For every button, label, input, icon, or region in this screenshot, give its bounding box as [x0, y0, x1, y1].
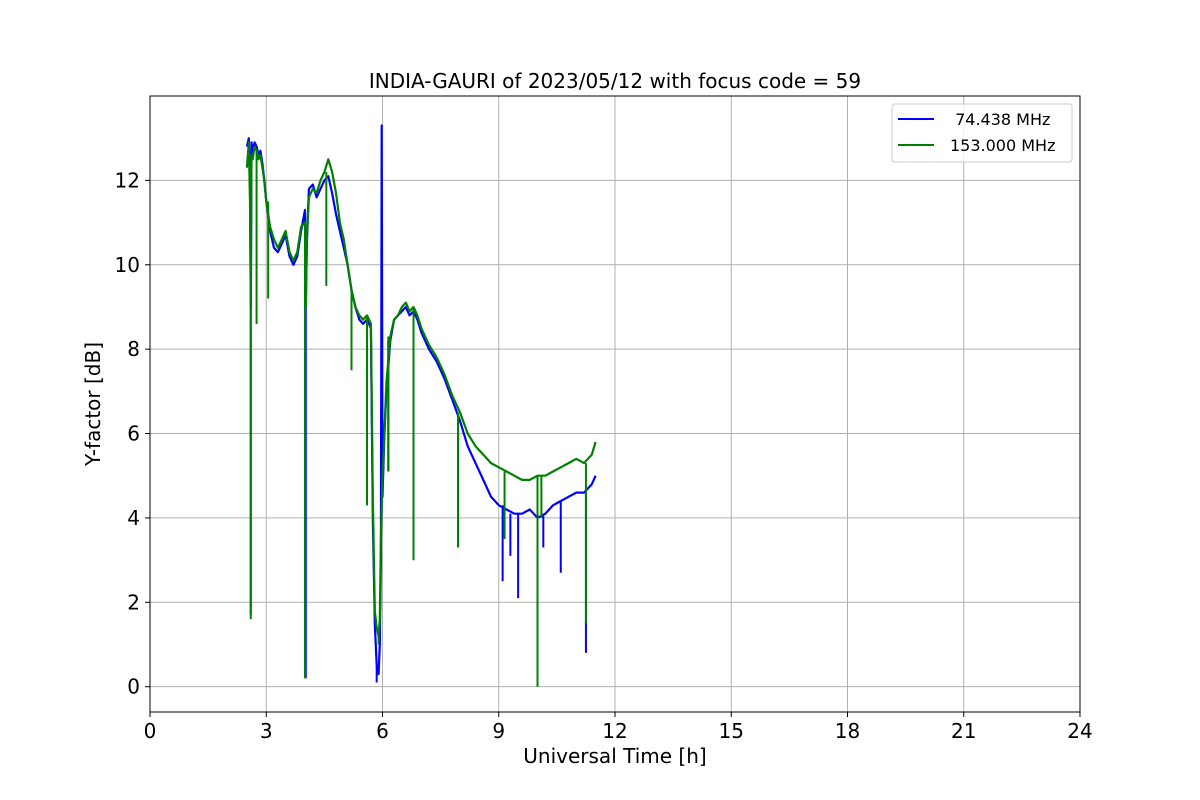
x-tick-label: 6: [376, 719, 389, 743]
y-axis-label: Y-factor [dB]: [81, 342, 105, 467]
y-tick-label: 4: [127, 506, 140, 530]
y-tick-label: 8: [127, 337, 140, 361]
x-tick-label: 21: [951, 719, 976, 743]
legend: 74.438 MHz 153.000 MHz: [891, 103, 1073, 163]
x-tick-label: 18: [835, 719, 860, 743]
y-tick-label: 6: [127, 422, 140, 446]
series-layer: [245, 124, 597, 687]
y-tick-label: 0: [127, 675, 140, 699]
x-tick-label: 3: [260, 719, 273, 743]
grid: [149, 96, 1081, 712]
x-tick-label: 12: [602, 719, 627, 743]
series-line-1: [245, 141, 597, 638]
y-tick-label: 12: [115, 168, 140, 192]
x-tick-label: 15: [719, 719, 744, 743]
chart-title: INDIA-GAURI of 2023/05/12 with focus cod…: [369, 69, 861, 93]
legend-label-74mhz: 74.438 MHz: [950, 110, 1050, 129]
series-0: [245, 124, 597, 683]
x-tick-label: 24: [1067, 719, 1092, 743]
x-tick-label: 0: [144, 719, 157, 743]
y-tick-label: 2: [127, 590, 140, 614]
x-axis-label: Universal Time [h]: [523, 744, 706, 768]
series-1: [245, 141, 597, 687]
series-line-0: [245, 124, 597, 676]
y-tick-label: 10: [115, 253, 140, 277]
x-tick-label: 9: [492, 719, 505, 743]
legend-box: [891, 103, 1073, 163]
legend-label-153mhz: 153.000 MHz: [950, 136, 1055, 155]
